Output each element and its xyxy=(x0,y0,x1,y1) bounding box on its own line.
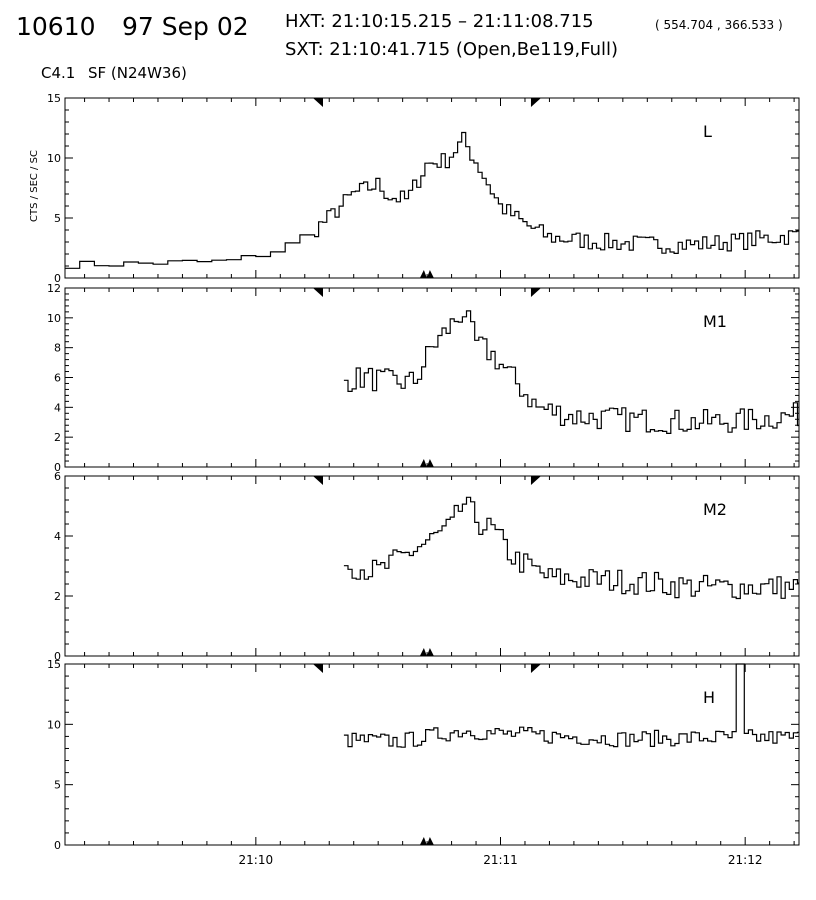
y-tick-label: 10 xyxy=(47,718,61,731)
band-label-m2: M2 xyxy=(703,500,727,519)
event-number: 10610 xyxy=(16,12,96,41)
panel-frame xyxy=(64,475,800,657)
panel-h: 0 5 10 15 H xyxy=(47,658,800,852)
sxt-marker xyxy=(426,270,434,278)
sxt-marker xyxy=(419,270,427,278)
event-date: 97 Sep 02 xyxy=(122,12,249,41)
hxt-time-range: HXT: 21:10:15.215 – 21:11:08.715 xyxy=(285,11,594,32)
y-tick-label: 0 xyxy=(54,272,61,285)
y-tick-label: 4 xyxy=(54,530,61,543)
flare-location: SF (N24W36) xyxy=(88,64,187,82)
panel-frame xyxy=(64,663,800,846)
y-tick-label: 5 xyxy=(54,212,61,225)
y-tick-label: 15 xyxy=(47,92,61,105)
y-tick-label: 2 xyxy=(54,590,61,603)
hxt-end-marker xyxy=(530,288,541,297)
hxt-start-marker xyxy=(312,288,323,297)
sxt-marker xyxy=(419,459,427,467)
y-tick-label: 10 xyxy=(47,152,61,165)
x-tick-label: 21:10 xyxy=(239,853,274,867)
panel-l: 0 5 10 15 L xyxy=(47,92,800,285)
band-label-h: H xyxy=(703,688,715,707)
x-tick-label: 21:12 xyxy=(728,853,763,867)
y-axis-title: CTS / SEC / SC xyxy=(29,150,40,222)
sxt-marker xyxy=(426,648,434,656)
y-tick-label: 5 xyxy=(54,779,61,792)
y-tick-label: 0 xyxy=(54,461,61,474)
sxt-marker xyxy=(426,459,434,467)
goes-class: C4.1 xyxy=(41,64,76,82)
series-l xyxy=(65,131,799,269)
series-m1 xyxy=(343,310,799,434)
y-tick-label: 0 xyxy=(54,650,61,663)
x-tick-label: 21:11 xyxy=(483,853,518,867)
y-tick-label: 8 xyxy=(54,342,61,355)
pointing-position: ( 554.704 , 366.533 ) xyxy=(655,18,783,32)
sxt-marker xyxy=(426,837,434,845)
hxt-end-marker xyxy=(530,476,541,485)
panel-frame xyxy=(64,287,800,468)
sxt-marker xyxy=(419,837,427,845)
y-tick-label: 2 xyxy=(54,431,61,444)
y-tick-label: 4 xyxy=(54,401,61,414)
y-tick-label: 12 xyxy=(47,282,61,295)
hxt-start-marker xyxy=(312,664,323,673)
y-tick-label: 0 xyxy=(54,839,61,852)
y-tick-label: 6 xyxy=(54,372,61,385)
band-label-m1: M1 xyxy=(703,312,727,331)
hxt-start-marker xyxy=(312,476,323,485)
y-tick-label: 6 xyxy=(54,470,61,483)
band-label-l: L xyxy=(703,122,712,141)
hxt-end-marker xyxy=(530,664,541,673)
sxt-info: SXT: 21:10:41.715 (Open,Be119,Full) xyxy=(285,39,619,60)
series-m2 xyxy=(343,496,799,600)
hxt-start-marker xyxy=(312,98,323,107)
series-h xyxy=(343,663,799,748)
panel-m1: 0 2 4 6 8 10 12 M1 xyxy=(47,282,800,474)
panel-m2: 0 2 4 6 M2 xyxy=(54,470,800,663)
panel-frame xyxy=(64,97,800,279)
hxt-end-marker xyxy=(530,98,541,107)
y-tick-label: 15 xyxy=(47,658,61,671)
sxt-marker xyxy=(419,648,427,656)
y-tick-label: 10 xyxy=(47,312,61,325)
